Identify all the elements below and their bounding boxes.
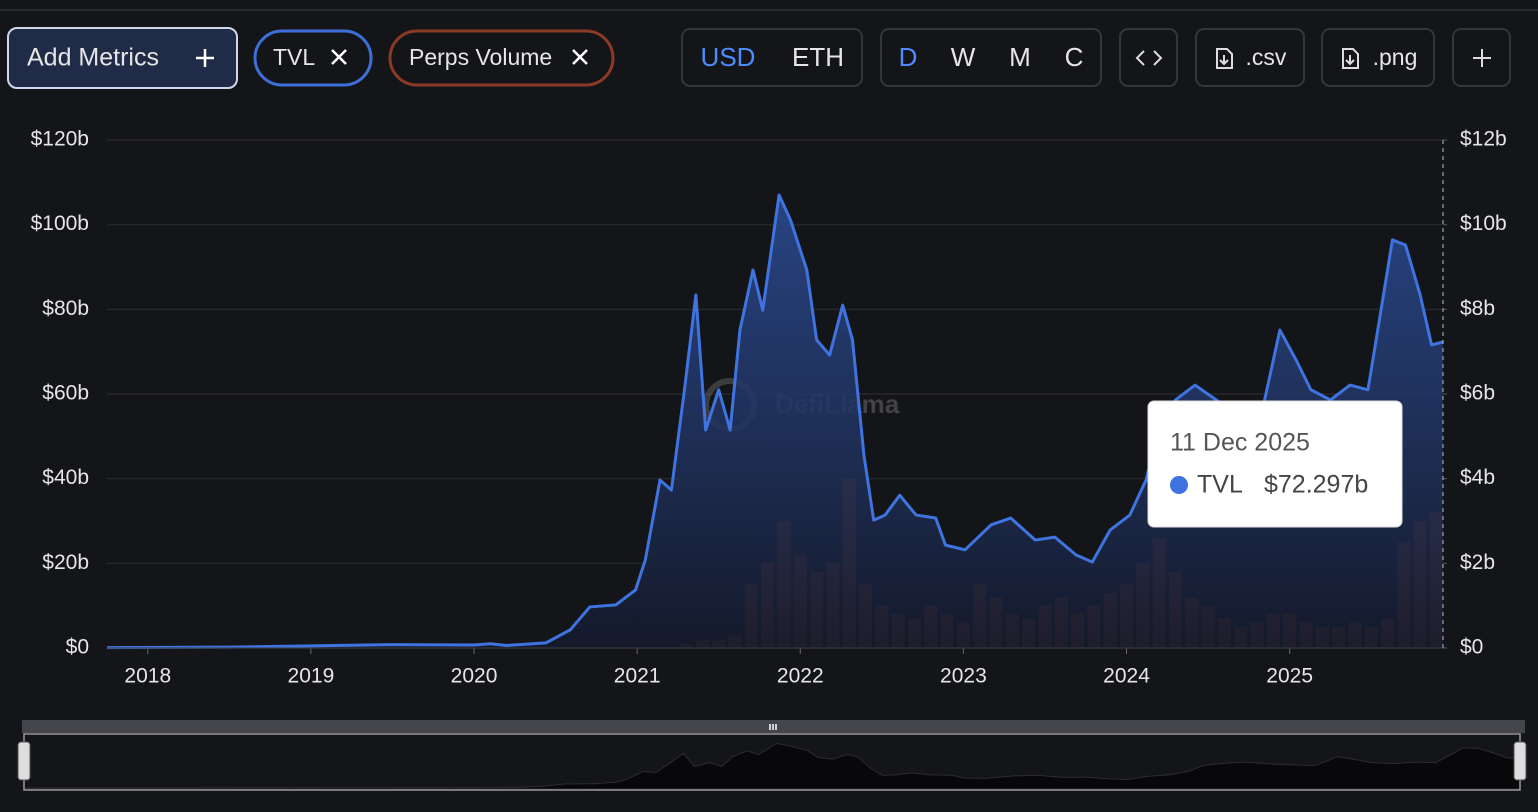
x-tick-label: 2024: [1103, 665, 1150, 688]
navigator-grip: [769, 724, 777, 730]
x-tick-label: 2021: [614, 665, 661, 688]
button-label: .csv: [1246, 44, 1287, 70]
navigator-handle[interactable]: [1513, 741, 1527, 781]
add-metrics-button[interactable]: Add Metrics: [7, 27, 238, 89]
x-tick-label: 2022: [777, 665, 824, 688]
png-button[interactable]: .png: [1321, 28, 1435, 87]
tooltip-box: [1147, 400, 1403, 528]
y2-tick-label: $12b: [1460, 128, 1507, 151]
currency-group: [681, 28, 863, 87]
csv-button[interactable]: .csv: [1195, 28, 1305, 87]
x-tick-label: 2023: [940, 665, 987, 688]
y-tick-label: $0: [66, 636, 89, 659]
interval-option[interactable]: W: [951, 42, 976, 72]
y-tick-label: $40b: [42, 466, 89, 489]
currency-option[interactable]: ETH: [792, 42, 844, 72]
interval-group: [880, 28, 1102, 87]
y-tick-label: $100b: [31, 212, 89, 235]
interval-option[interactable]: M: [1009, 42, 1031, 72]
y2-tick-label: $0: [1460, 636, 1483, 659]
y2-tick-label: $4b: [1460, 466, 1495, 489]
x-tick-label: 2018: [124, 665, 171, 688]
navigator: [23, 742, 1521, 790]
tooltip-series: TVL: [1197, 471, 1243, 499]
navigator-area: [23, 742, 1521, 790]
tooltip-date: 11 Dec 2025: [1170, 429, 1310, 457]
embed-button[interactable]: [1119, 28, 1178, 87]
tooltip-value: $72.297b: [1264, 471, 1368, 499]
tooltip-dot: [1170, 476, 1188, 494]
pill-label: TVL: [273, 44, 315, 70]
button-label: Add Metrics: [27, 44, 159, 72]
y-tick-label: $120b: [31, 128, 89, 151]
navigator-handle[interactable]: [17, 741, 31, 781]
interval-option[interactable]: D: [899, 42, 918, 72]
button-label: .png: [1373, 44, 1418, 70]
currency-option[interactable]: USD: [701, 42, 756, 72]
tooltip: 11 Dec 2025 TVL $72.297b: [1147, 400, 1403, 528]
pill-label: Perps Volume: [409, 44, 552, 70]
interval-option[interactable]: C: [1065, 42, 1084, 72]
y-tick-label: $20b: [42, 551, 89, 574]
x-tick-label: 2019: [288, 665, 335, 688]
line: [106, 193, 1444, 650]
y2-tick-label: $2b: [1460, 551, 1495, 574]
x-tick-label: 2020: [451, 665, 498, 688]
y2-tick-label: $10b: [1460, 212, 1507, 235]
y-tick-label: $60b: [42, 382, 89, 405]
y2-tick-label: $8b: [1460, 297, 1495, 320]
more-button[interactable]: [1452, 28, 1511, 87]
tvl-pill[interactable]: TVL: [253, 29, 373, 87]
x-tick-label: 2025: [1266, 665, 1313, 688]
y2-tick-label: $6b: [1460, 382, 1495, 405]
y-tick-label: $80b: [42, 297, 89, 320]
perps-pill[interactable]: Perps Volume: [388, 29, 615, 87]
plot: $0 $20b $40b $60b $80b $100b $120b $0 $2b $4b $6b $…: [31, 128, 1507, 688]
